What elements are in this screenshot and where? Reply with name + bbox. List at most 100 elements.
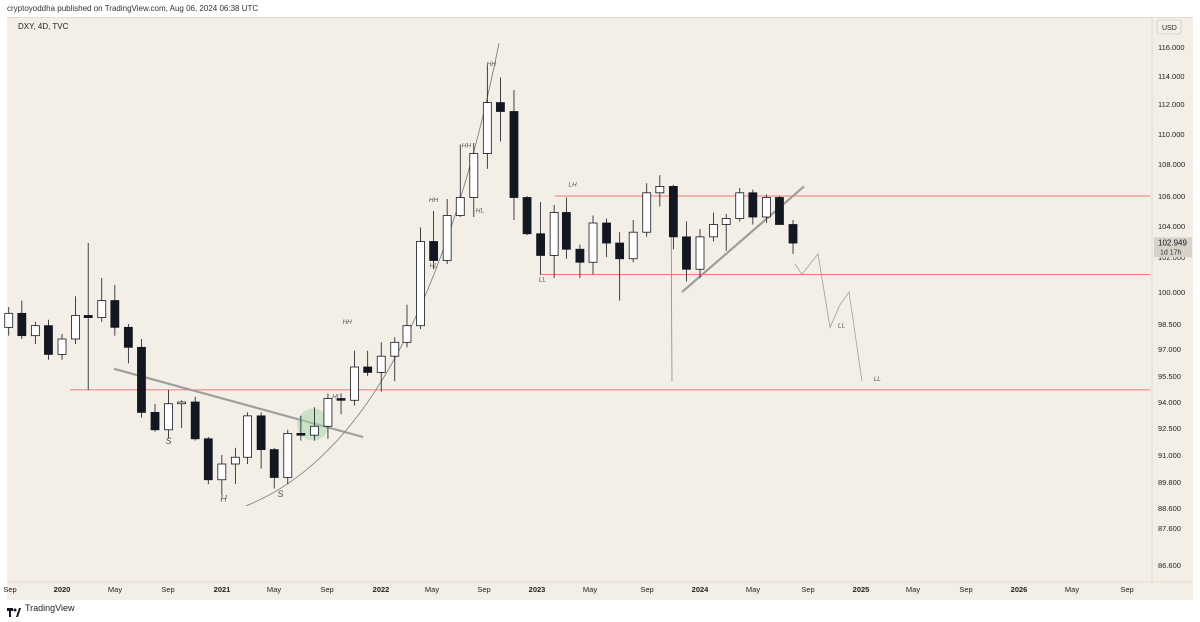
candle[interactable]	[256, 412, 266, 469]
time-tick-label: Sep	[1120, 585, 1133, 594]
candle[interactable]	[390, 337, 400, 382]
candle[interactable]	[561, 197, 571, 259]
candle-body	[536, 233, 546, 256]
candle-body	[402, 325, 412, 343]
price-tick-label: 86.600	[1158, 561, 1181, 570]
pattern-label: HH	[462, 143, 472, 150]
time-axis[interactable]: Sep 2020 May Sep 2021 May Sep 2022 May Sep 2023 May…	[3, 581, 1193, 594]
candle-body	[709, 224, 718, 238]
candle[interactable]	[97, 278, 107, 322]
candle[interactable]	[416, 227, 425, 329]
candle[interactable]	[628, 220, 638, 263]
candle[interactable]	[110, 285, 120, 336]
candle[interactable]	[57, 334, 67, 360]
candle-body	[190, 401, 200, 440]
horizontal-levels	[70, 195, 1150, 391]
candle[interactable]	[469, 143, 479, 217]
candle[interactable]	[190, 396, 200, 441]
pattern-label: HH	[429, 197, 439, 204]
pattern-label: S	[277, 489, 283, 499]
candle[interactable]	[177, 400, 187, 428]
candle[interactable]	[429, 211, 439, 270]
candle-body	[628, 231, 638, 260]
candle[interactable]	[588, 215, 598, 275]
currency-label[interactable]: USD	[1162, 25, 1177, 32]
candle[interactable]	[442, 199, 452, 264]
candle[interactable]	[269, 447, 279, 489]
candle[interactable]	[536, 202, 546, 275]
candle[interactable]	[721, 214, 731, 251]
candle[interactable]	[336, 393, 346, 415]
pattern-label: LL	[539, 277, 547, 284]
candle[interactable]	[575, 244, 585, 278]
candle[interactable]	[243, 412, 252, 464]
candle-body	[97, 300, 107, 318]
candle-body	[549, 212, 559, 256]
candle-body	[336, 398, 346, 401]
chart-area[interactable]	[7, 17, 1193, 600]
time-tick-label: Sep	[640, 585, 653, 594]
candle-body	[123, 326, 133, 348]
candle[interactable]	[217, 455, 227, 495]
time-tick-label: Sep	[801, 585, 814, 594]
candle[interactable]	[482, 64, 492, 169]
candle[interactable]	[17, 300, 27, 339]
candle[interactable]	[642, 183, 652, 237]
brand-text: TradingView	[25, 603, 75, 613]
price-tick-label: 100.000	[1158, 288, 1185, 297]
candle[interactable]	[496, 77, 505, 142]
candle[interactable]	[668, 184, 678, 250]
candle[interactable]	[775, 196, 784, 225]
candle[interactable]	[655, 175, 665, 207]
candle[interactable]	[376, 342, 386, 392]
candle-body	[496, 102, 505, 112]
candle[interactable]	[137, 339, 146, 418]
candle-body	[30, 325, 40, 337]
candle[interactable]	[522, 196, 532, 236]
candle-body	[775, 197, 784, 225]
candle[interactable]	[735, 188, 745, 222]
price-tick-label: 102.000	[1158, 253, 1185, 262]
candle[interactable]	[203, 437, 213, 485]
candle[interactable]	[123, 324, 133, 364]
candle[interactable]	[230, 447, 240, 485]
candle[interactable]	[164, 389, 173, 439]
candle[interactable]	[509, 90, 519, 220]
candle[interactable]	[761, 194, 771, 223]
candle[interactable]	[323, 393, 333, 439]
candle[interactable]	[350, 350, 359, 406]
last-price-badge[interactable]	[1154, 237, 1192, 258]
candle[interactable]	[455, 144, 465, 218]
candle[interactable]	[363, 350, 373, 376]
candle[interactable]	[748, 189, 758, 225]
candle[interactable]	[549, 205, 559, 278]
candle[interactable]	[30, 321, 40, 344]
candle[interactable]	[83, 243, 93, 390]
candle[interactable]	[44, 319, 53, 360]
candle[interactable]	[709, 212, 718, 242]
price-axis[interactable]: USD 116.000 114.000 112.000 110.000 108.000 10…	[1151, 17, 1192, 582]
pattern-label: LL	[874, 376, 882, 383]
candle[interactable]	[695, 229, 705, 278]
candle[interactable]	[4, 306, 14, 336]
candle-body	[230, 456, 240, 465]
candle[interactable]	[402, 304, 412, 348]
candle[interactable]	[788, 220, 798, 254]
candle[interactable]	[682, 221, 691, 282]
candles	[4, 64, 798, 495]
candle[interactable]	[602, 218, 611, 258]
price-tick-label: 112.000	[1158, 100, 1185, 109]
candle[interactable]	[615, 232, 625, 301]
tradingview-brand[interactable]: TradingView	[7, 603, 75, 617]
candle[interactable]	[71, 296, 80, 344]
candle[interactable]	[310, 407, 319, 441]
pattern-label: HH	[342, 319, 352, 326]
currency-box	[1156, 19, 1182, 35]
candle[interactable]	[283, 429, 293, 485]
candle[interactable]	[150, 403, 160, 432]
candle-body	[390, 341, 400, 357]
candle-body	[429, 241, 439, 261]
candle-body	[761, 197, 771, 218]
candle[interactable]	[296, 415, 306, 441]
